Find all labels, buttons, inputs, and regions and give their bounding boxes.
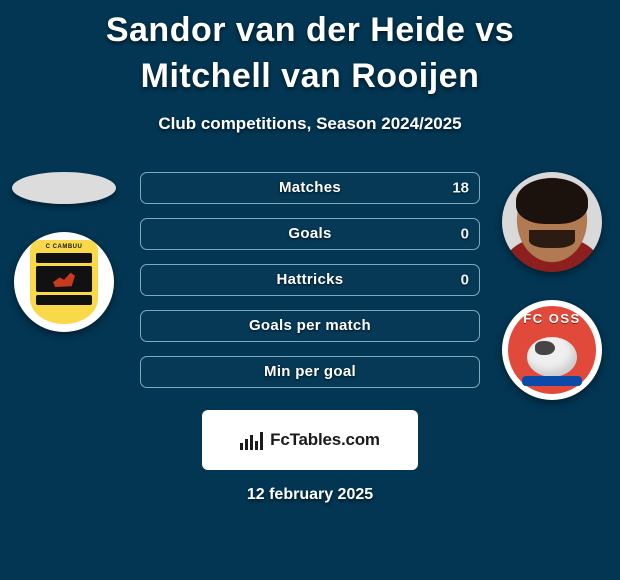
source-badge[interactable]: FcTables.com — [202, 410, 418, 470]
stat-value-right: 0 — [461, 271, 469, 288]
right-column: FC OSS — [496, 172, 608, 400]
stats-table: Matches 18 Goals 0 Hattricks 0 Goals per… — [140, 172, 480, 388]
stat-row-matches: Matches 18 — [140, 172, 480, 204]
stat-value-right: 0 — [461, 225, 469, 242]
stat-row-goals: Goals 0 — [140, 218, 480, 250]
stat-row-min-per-goal: Min per goal — [140, 356, 480, 388]
stat-row-hattricks: Hattricks 0 — [140, 264, 480, 296]
stat-value-right: 18 — [452, 179, 469, 196]
stat-row-goals-per-match: Goals per match — [140, 310, 480, 342]
club-crest-left: C CAMBUU — [14, 232, 114, 332]
left-column: C CAMBUU — [8, 172, 120, 332]
club-crest-left-text: C CAMBUU — [46, 244, 83, 250]
player-right-avatar — [502, 172, 602, 272]
stat-label: Min per goal — [264, 363, 356, 380]
bars-icon — [240, 430, 264, 450]
club-crest-left-shield: C CAMBUU — [30, 240, 98, 324]
source-badge-text: FcTables.com — [270, 430, 380, 450]
stat-label: Matches — [279, 179, 341, 196]
stat-label: Goals — [288, 225, 331, 242]
date: 12 february 2025 — [0, 486, 620, 504]
page-title: Sandor van der Heide vs Mitchell van Roo… — [0, 0, 620, 108]
subtitle: Club competitions, Season 2024/2025 — [0, 114, 620, 134]
club-crest-right-text: FC OSS — [508, 311, 596, 326]
stat-label: Hattricks — [277, 271, 344, 288]
club-crest-right-ball-icon — [527, 337, 577, 377]
club-crest-right: FC OSS — [502, 300, 602, 400]
player-left-avatar — [12, 172, 116, 204]
stat-label: Goals per match — [249, 317, 371, 334]
